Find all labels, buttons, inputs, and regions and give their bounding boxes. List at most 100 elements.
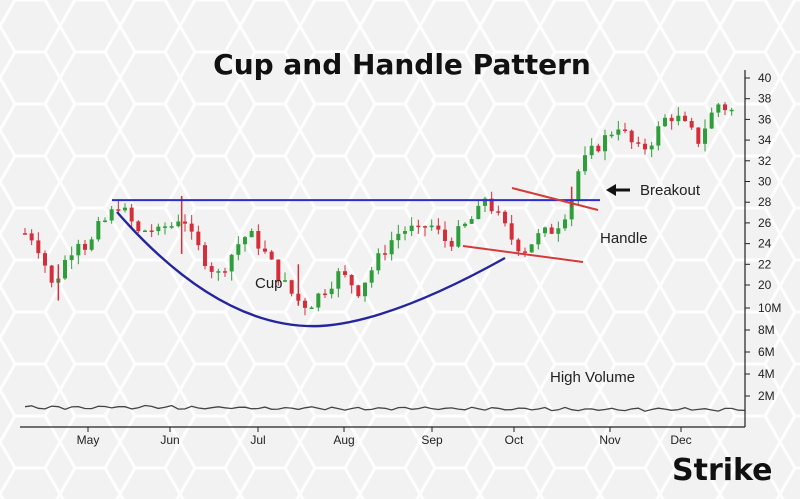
candle-body: [336, 271, 341, 289]
candle-body: [609, 134, 614, 137]
price-tick-label: 38: [758, 92, 772, 106]
candle-body: [109, 209, 114, 221]
candle-body: [269, 251, 274, 260]
cup-label: Cup: [255, 275, 283, 292]
price-tick-label: 22: [758, 257, 772, 271]
candle-body: [303, 300, 307, 308]
candle-body: [189, 223, 194, 232]
candle-body: [649, 145, 654, 150]
candle-body: [436, 225, 441, 230]
candle-body: [489, 198, 494, 212]
candle-body: [716, 104, 721, 113]
candle-body: [636, 142, 641, 144]
month-tick-label: May: [77, 433, 100, 447]
volume-tick-label: 8M: [758, 323, 775, 337]
cup-curve: [116, 211, 506, 328]
candle-body: [49, 265, 54, 283]
candle-body: [369, 270, 374, 283]
candle-body: [576, 171, 581, 200]
candle-body: [169, 226, 174, 228]
candle-body: [583, 155, 587, 172]
candle-body: [143, 230, 147, 233]
candle-body: [509, 223, 514, 240]
volume-tick-label: 10M: [758, 301, 781, 315]
price-axis-ticks: 40 38 36 34 32 30 28 26 24 22 20: [745, 71, 772, 292]
breakout-label: Breakout: [640, 182, 701, 199]
price-tick-label: 32: [758, 154, 772, 168]
candle-body: [389, 240, 394, 255]
candle-body: [89, 239, 94, 250]
candle-body: [416, 225, 421, 228]
candle-body: [449, 240, 454, 247]
candle-body: [683, 115, 687, 122]
candle-body: [423, 226, 427, 228]
candle-body: [216, 271, 221, 273]
candle-body: [343, 271, 347, 275]
month-tick-label: Dec: [670, 433, 691, 447]
candle-body: [249, 230, 254, 238]
candle-body: [76, 243, 81, 256]
month-tick-label: Jun: [160, 433, 179, 447]
candle-body: [463, 223, 467, 227]
candle-body: [523, 251, 527, 253]
price-tick-label: 20: [758, 278, 772, 292]
volume-tick-label: 2M: [758, 389, 775, 403]
pattern-overlays: [112, 187, 600, 328]
candle-body: [376, 253, 381, 271]
candle-body: [516, 239, 521, 252]
candle-body: [663, 117, 667, 127]
candle-body: [163, 226, 167, 228]
candle-body: [623, 129, 627, 132]
candle-body: [363, 282, 367, 297]
price-tick-label: 30: [758, 175, 772, 189]
candle-body: [496, 211, 501, 213]
candle-body: [549, 227, 554, 234]
candle-body: [149, 230, 154, 233]
candle-body: [536, 233, 541, 245]
candle-body: [703, 128, 707, 144]
candle-body: [329, 288, 334, 295]
candle-body: [456, 226, 461, 247]
candle-body: [709, 112, 714, 129]
candle-body: [276, 259, 281, 281]
breakout-arrow-icon: [606, 184, 630, 196]
candle-body: [136, 221, 141, 232]
candle-body: [36, 240, 41, 254]
high-volume-label: High Volume: [550, 369, 635, 386]
candle-body: [503, 211, 507, 224]
candle-body: [676, 115, 681, 122]
candle-body: [356, 285, 361, 297]
volume-tick-label: 4M: [758, 367, 775, 381]
candle-body: [263, 248, 267, 252]
handle-upper-line: [511, 187, 599, 211]
candle-body: [63, 259, 67, 279]
candle-body: [569, 199, 574, 220]
candle-body: [429, 225, 434, 228]
candle-body: [469, 219, 474, 224]
month-tick-label: Jul: [250, 433, 265, 447]
candle-body: [543, 227, 547, 234]
candle-body: [729, 109, 734, 112]
candle-body: [29, 233, 34, 241]
candle-body: [103, 220, 107, 222]
candle-body: [443, 229, 447, 241]
handle-lower-line: [462, 245, 584, 263]
candle-body: [83, 243, 87, 250]
candle-body: [123, 207, 127, 211]
candle-body: [629, 130, 634, 143]
volume-axis-ticks: 10M 8M 6M 4M 2M: [745, 301, 781, 403]
candle-body: [323, 293, 327, 296]
candle-body: [196, 231, 201, 246]
candle-body: [223, 271, 227, 273]
candle-body: [129, 207, 134, 222]
candle-body: [723, 104, 727, 111]
month-tick-label: Oct: [505, 433, 524, 447]
candle-body: [656, 126, 661, 146]
candle-body: [96, 221, 101, 240]
candle-body: [349, 274, 354, 286]
brand-logo: Strike: [672, 453, 773, 488]
price-tick-label: 26: [758, 216, 772, 230]
candle-body: [383, 253, 387, 255]
